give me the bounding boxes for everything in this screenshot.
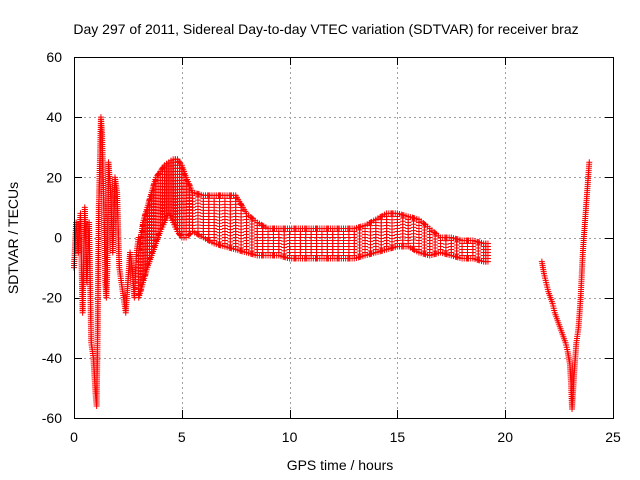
data-point — [475, 257, 482, 264]
data-point — [421, 251, 428, 258]
data-point — [291, 255, 298, 262]
chart-title: Day 297 of 2011, Sidereal Day-to-day VTE… — [73, 21, 578, 37]
data-point — [281, 254, 288, 261]
y-tick-label: 40 — [46, 109, 62, 125]
data-point — [372, 246, 379, 253]
data-point — [324, 255, 331, 262]
x-tick-label: 10 — [282, 429, 298, 445]
data-point — [383, 243, 390, 250]
x-tick-label: 20 — [497, 429, 513, 445]
data-point — [180, 234, 187, 241]
data-point — [227, 245, 234, 252]
data-point — [459, 252, 466, 259]
data-point — [308, 252, 315, 259]
data-point — [142, 272, 149, 279]
data-point — [453, 254, 460, 261]
y-tick-label: -40 — [42, 350, 62, 366]
data-point — [144, 261, 151, 268]
data-point — [313, 255, 320, 262]
data-point — [137, 287, 144, 294]
data-point — [405, 240, 412, 247]
data-point — [194, 231, 201, 238]
data-point — [410, 246, 417, 253]
data-point — [432, 251, 439, 258]
data-point — [232, 243, 239, 250]
data-point — [586, 159, 593, 166]
x-tick-label: 25 — [605, 429, 621, 445]
data-point — [238, 248, 245, 255]
x-tick-label: 15 — [390, 429, 406, 445]
data-point — [150, 246, 157, 253]
data-point — [345, 255, 352, 262]
data-point — [426, 249, 433, 256]
data-point — [448, 249, 455, 256]
data-point — [216, 242, 223, 249]
data-point — [351, 252, 358, 259]
data-point — [469, 252, 476, 259]
data-point — [297, 252, 304, 259]
data-point — [482, 258, 489, 265]
data-point — [221, 240, 228, 247]
data-point — [378, 248, 385, 255]
data-point — [265, 249, 272, 256]
data-point — [389, 245, 396, 252]
data-point — [437, 246, 444, 253]
data-point — [362, 249, 369, 256]
y-axis-label: SDTVAR / TECUs — [5, 182, 21, 294]
y-tick-label: -20 — [42, 290, 62, 306]
data-points — [71, 114, 593, 412]
data-point — [275, 249, 282, 256]
data-point — [399, 243, 406, 250]
data-point — [148, 249, 155, 256]
data-point — [259, 252, 266, 259]
plot-frame — [74, 57, 614, 419]
data-point — [139, 276, 146, 283]
x-axis-label: GPS time / hours — [287, 457, 394, 473]
data-point — [248, 251, 255, 258]
data-point — [318, 252, 325, 259]
data-point — [335, 255, 342, 262]
data-point — [254, 249, 261, 256]
data-point — [394, 240, 401, 247]
y-tick-label: 20 — [46, 169, 62, 185]
data-point — [367, 251, 374, 258]
data-point — [135, 291, 142, 298]
y-tick-label: -60 — [42, 410, 62, 426]
data-point — [155, 234, 162, 241]
data-point — [340, 252, 347, 259]
data-point — [329, 252, 336, 259]
x-tick-label: 0 — [70, 429, 78, 445]
data-point — [189, 225, 196, 232]
data-point — [415, 246, 422, 253]
data-point — [186, 231, 193, 238]
data-point — [302, 255, 309, 262]
axis-ticks: 0 5 10 15 20 25 -60 -40 -20 0 20 40 60 — [42, 49, 621, 445]
y-tick-label: 0 — [54, 230, 62, 246]
data-point — [356, 254, 363, 261]
data-point — [146, 258, 153, 265]
data-point — [270, 252, 277, 259]
x-tick-label: 5 — [178, 429, 186, 445]
y-tick-label: 60 — [46, 49, 62, 65]
data-point — [152, 237, 159, 244]
data-point — [286, 252, 293, 259]
data-point — [464, 255, 471, 262]
data-point — [159, 223, 166, 230]
data-point — [200, 231, 207, 238]
data-point — [205, 237, 212, 244]
data-point — [442, 251, 449, 258]
data-point — [243, 246, 250, 253]
data-point — [484, 255, 491, 262]
data-point — [211, 237, 218, 244]
